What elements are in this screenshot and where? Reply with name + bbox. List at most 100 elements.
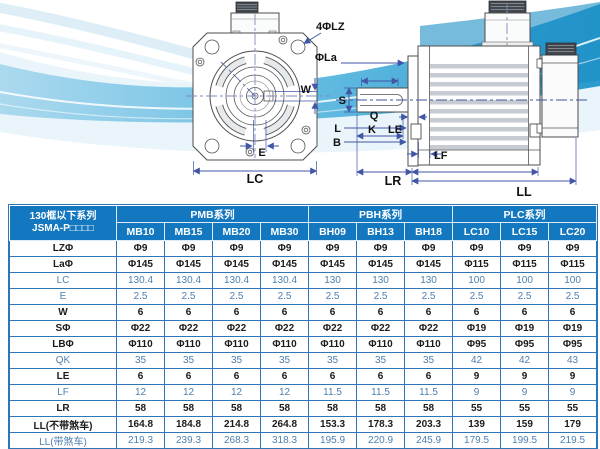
spec-value-cell: 268.3 — [212, 432, 261, 449]
spec-value-cell: 245.9 — [404, 432, 454, 449]
dim-label-lr: LR — [385, 174, 402, 188]
spec-row: E 2.5 2.5 2.5 2.5 2.5 2.5 2.5 2.5 2.5 2.5 — [9, 288, 598, 305]
spec-value-cell: 130.4 — [259, 272, 310, 289]
spec-value-cell: 6 — [212, 368, 261, 385]
spec-value-cell: 35 — [116, 352, 165, 369]
spec-value-cell: 12 — [259, 384, 310, 401]
spec-row-label: LC — [9, 272, 117, 289]
spec-row: LC 130.4 130.4 130.4 130.4 130 130 130 100 100 100 — [9, 272, 598, 289]
spec-value-cell: 179.5 — [452, 432, 502, 449]
spec-value-cell: Φ9 — [404, 240, 454, 257]
spec-value-cell: 2.5 — [404, 288, 454, 305]
spec-value-cell: Φ145 — [404, 256, 454, 273]
spec-value-cell: 203.3 — [404, 416, 454, 433]
spec-value-cell: 2.5 — [116, 288, 165, 305]
motor-side-view — [336, 0, 588, 185]
spec-row-label: LaΦ — [9, 256, 117, 273]
model-header-cell: MB20 — [212, 222, 261, 241]
spec-value-cell: 130 — [308, 272, 358, 289]
spec-value-cell: 164.8 — [116, 416, 165, 433]
spec-value-cell: Φ19 — [500, 320, 550, 337]
dim-label-w: W — [301, 84, 312, 96]
model-header-cell: MB30 — [259, 222, 310, 241]
spec-value-cell: 11.5 — [308, 384, 358, 401]
spec-value-cell: 58 — [308, 400, 358, 417]
dim-label-e: E — [258, 147, 265, 159]
spec-row: LBΦ Φ110 Φ110 Φ110 Φ110 Φ110 Φ110 Φ110 Φ95 Φ95 Φ95 — [9, 336, 598, 353]
spec-value-cell: 6 — [164, 368, 213, 385]
spec-value-cell: 58 — [116, 400, 165, 417]
spec-value-cell: Φ145 — [356, 256, 406, 273]
spec-value-cell: 9 — [548, 384, 598, 401]
spec-value-cell: 12 — [116, 384, 165, 401]
spec-value-cell: Φ19 — [452, 320, 502, 337]
spec-value-cell: 42 — [452, 352, 502, 369]
spec-value-cell: 130.4 — [212, 272, 261, 289]
spec-value-cell: Φ95 — [548, 336, 598, 353]
spec-value-cell: Φ110 — [212, 336, 261, 353]
spec-value-cell: 12 — [212, 384, 261, 401]
spec-value-cell: 6 — [404, 304, 454, 321]
spec-value-cell: 55 — [452, 400, 502, 417]
spec-row: LaΦ Φ145 Φ145 Φ145 Φ145 Φ145 Φ145 Φ145 Φ115 Φ115 Φ… — [9, 256, 598, 273]
spec-value-cell: 6 — [548, 304, 598, 321]
spec-value-cell: Φ9 — [356, 240, 406, 257]
spec-value-cell: 55 — [548, 400, 598, 417]
spec-value-cell: 6 — [308, 304, 358, 321]
spec-value-cell: 58 — [212, 400, 261, 417]
model-header-cell: LC10 — [452, 222, 502, 241]
spec-value-cell: 35 — [404, 352, 454, 369]
spec-value-cell: 6 — [452, 304, 502, 321]
spec-value-cell: 100 — [452, 272, 502, 289]
group-row: 130框以下系列 JSMA-P□□□□ PMB系列 PBH系列 PLC系列 — [9, 205, 598, 241]
spec-value-cell: Φ9 — [259, 240, 310, 257]
dim-label-le: LE — [388, 124, 402, 136]
spec-value-cell: 58 — [356, 400, 406, 417]
spec-value-cell: 35 — [164, 352, 213, 369]
spec-value-cell: 159 — [500, 416, 550, 433]
spec-row-label: E — [9, 288, 117, 305]
spec-value-cell: 43 — [548, 352, 598, 369]
spec-value-cell: 195.9 — [308, 432, 358, 449]
spec-value-cell: 9 — [500, 368, 550, 385]
spec-value-cell: 9 — [500, 384, 550, 401]
spec-value-cell: 239.3 — [164, 432, 213, 449]
spec-value-cell: 100 — [548, 272, 598, 289]
spec-value-cell: 35 — [308, 352, 358, 369]
spec-value-cell: 2.5 — [308, 288, 358, 305]
spec-value-cell: 11.5 — [356, 384, 406, 401]
spec-value-cell: Φ145 — [164, 256, 213, 273]
spec-value-cell: 2.5 — [548, 288, 598, 305]
spec-value-cell: 178.3 — [356, 416, 406, 433]
spec-value-cell: 6 — [212, 304, 261, 321]
spec-value-cell: Φ145 — [116, 256, 165, 273]
spec-value-cell: 184.8 — [164, 416, 213, 433]
spec-value-cell: 9 — [452, 384, 502, 401]
spec-row-label: W — [9, 304, 117, 321]
spec-value-cell: 12 — [164, 384, 213, 401]
spec-value-cell: Φ22 — [116, 320, 165, 337]
spec-value-cell: 130.4 — [116, 272, 165, 289]
spec-value-cell: 6 — [356, 304, 406, 321]
spec-value-cell: 6 — [500, 304, 550, 321]
spec-row: SΦ Φ22 Φ22 Φ22 Φ22 Φ22 Φ22 Φ22 Φ19 Φ19 Φ19 — [9, 320, 598, 337]
spec-value-cell: Φ115 — [500, 256, 550, 273]
spec-value-cell: 58 — [259, 400, 310, 417]
spec-value-cell: 58 — [404, 400, 454, 417]
spec-value-cell: 153.3 — [308, 416, 358, 433]
spec-value-cell: 6 — [164, 304, 213, 321]
spec-row: LF 12 12 12 12 11.5 11.5 11.5 9 9 9 — [9, 384, 598, 401]
spec-value-cell: 6 — [116, 368, 165, 385]
spec-value-cell: 6 — [308, 368, 358, 385]
spec-value-cell: 35 — [356, 352, 406, 369]
spec-value-cell: 9 — [548, 368, 598, 385]
spec-value-cell: Φ95 — [452, 336, 502, 353]
dim-label-l: L — [334, 123, 341, 135]
dim-label-s: S — [339, 95, 346, 107]
spec-row-label: LE — [9, 368, 117, 385]
spec-value-cell: 6 — [404, 368, 454, 385]
spec-value-cell: 6 — [259, 304, 310, 321]
spec-value-cell: 2.5 — [212, 288, 261, 305]
spec-row: LL(带煞车) 219.3 239.3 268.3 318.3 195.9 220.9 245… — [9, 432, 598, 449]
